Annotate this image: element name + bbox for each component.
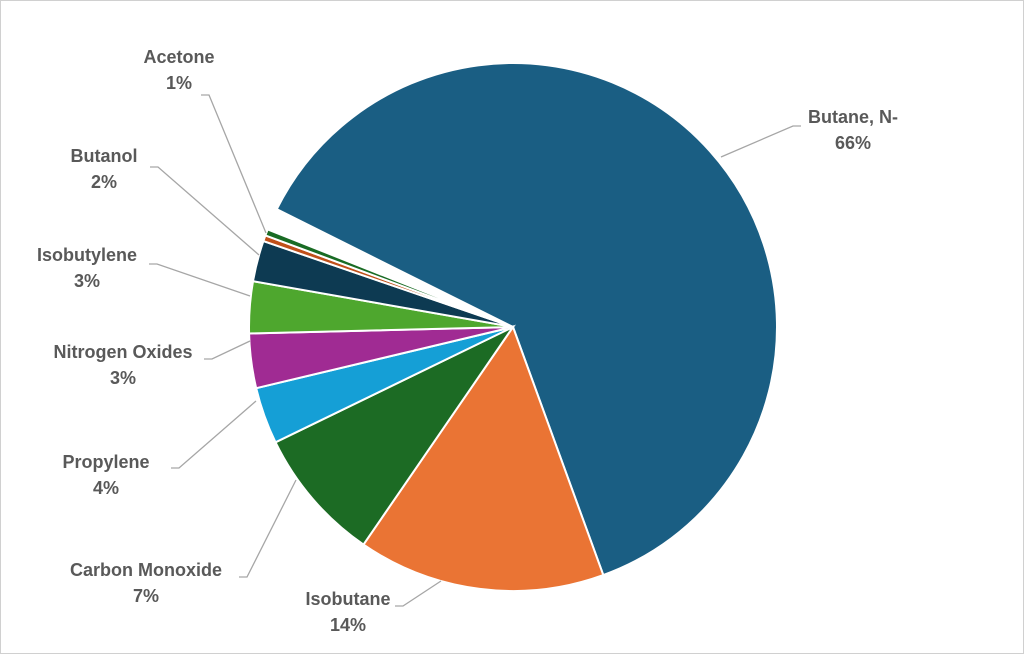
category-name: Acetone: [143, 47, 214, 67]
category-name: Isobutane: [305, 589, 390, 609]
category-name: Isobutylene: [37, 245, 137, 265]
data-label-butane-n: Butane, N- 66%: [808, 107, 898, 153]
category-name: Nitrogen Oxides: [53, 342, 192, 362]
data-label-acetone: Acetone 1%: [143, 47, 214, 93]
data-label-nitrogen-oxides: Nitrogen Oxides 3%: [53, 342, 192, 388]
percentage-value: 1%: [166, 73, 192, 93]
percentage-value: 4%: [93, 478, 119, 498]
data-label-carbon-monoxide: Carbon Monoxide 7%: [70, 560, 222, 606]
leader-line-isobutane: [395, 580, 442, 607]
percentage-value: 3%: [74, 271, 100, 291]
leader-line-acetone: [201, 94, 267, 234]
leader-line-butane-n: [720, 125, 801, 158]
category-name: Butanol: [71, 146, 138, 166]
leader-line-butanol: [150, 166, 260, 256]
data-label-propylene: Propylene 4%: [62, 452, 149, 498]
percentage-value: 2%: [91, 172, 117, 192]
leader-line-nitrogen-oxides: [204, 340, 251, 360]
data-label-isobutane: Isobutane 14%: [305, 589, 390, 635]
pie-slice-isobutane: [362, 324, 605, 592]
category-name: Carbon Monoxide: [70, 560, 222, 580]
percentage-value: 14%: [330, 615, 366, 635]
data-label-isobutylene: Isobutylene 3%: [37, 245, 137, 291]
percentage-value: 7%: [133, 586, 159, 606]
leader-line-propylene: [171, 400, 257, 469]
leader-line-isobutylene: [149, 263, 251, 297]
data-label-butanol: Butanol 2%: [71, 146, 138, 192]
percentage-value: 3%: [110, 368, 136, 388]
category-name: Propylene: [62, 452, 149, 472]
leader-line-carbon-monoxide: [239, 479, 297, 578]
percentage-value: 66%: [835, 133, 871, 153]
pie-slice-carbon-monoxide: [274, 324, 516, 546]
pie-slice-butane-n: [275, 62, 778, 577]
pie-slice-unlabeled: [264, 228, 514, 328]
category-name: Butane, N-: [808, 107, 898, 127]
